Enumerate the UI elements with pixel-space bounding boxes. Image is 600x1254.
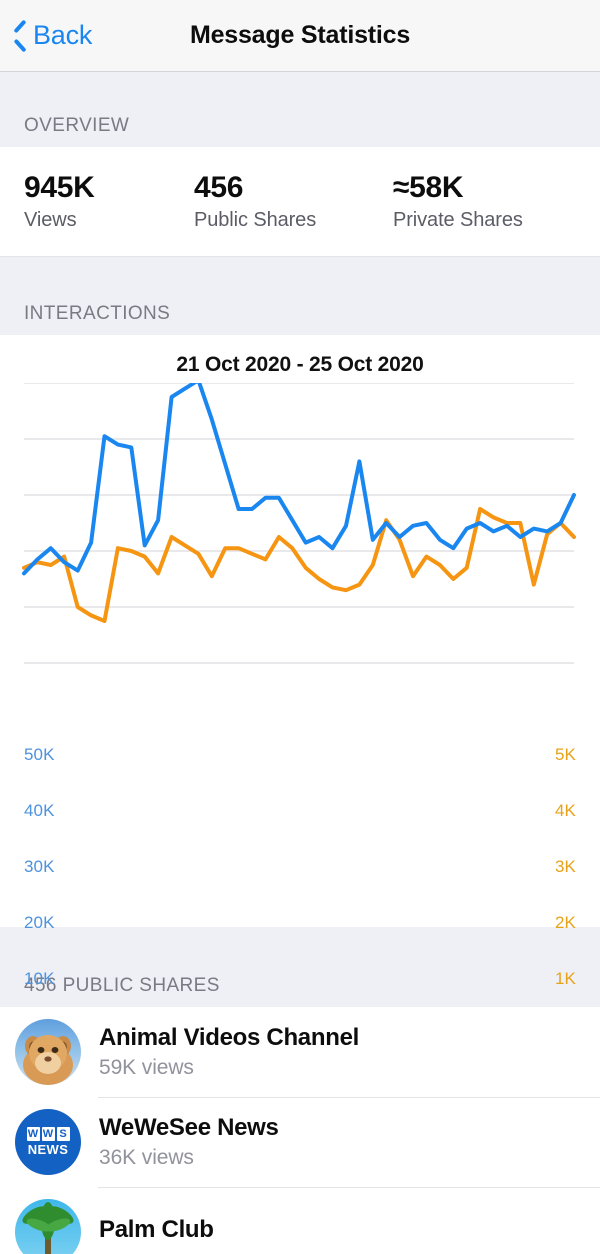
stat-views: 945K Views [24, 171, 194, 232]
chart-left-tick: 10K [24, 969, 55, 988]
back-button-label: Back [33, 20, 93, 50]
stat-private-shares: ≈58K Private Shares [393, 171, 593, 232]
stat-public-shares-value: 456 [194, 171, 244, 204]
list-item-views: 36K views [99, 1146, 194, 1169]
stat-public-shares-label: Public Shares [194, 209, 317, 231]
chart-svg [22, 383, 576, 664]
palm-avatar-art [22, 1202, 74, 1254]
chart-left-tick: 50K [24, 745, 55, 764]
list-item-text: Animal Videos Channel 59K views [99, 1024, 359, 1080]
lion-avatar-art [23, 1035, 73, 1085]
stat-views-label: Views [24, 209, 77, 231]
palm-tree-photo-avatar [15, 1199, 81, 1254]
chart-date-range-title: 21 Oct 2020 - 25 Oct 2020 [176, 353, 424, 376]
chevron-left-icon [12, 23, 27, 49]
interactions-section-header: INTERACTIONS [0, 257, 600, 335]
list-item-text: WeWeSee News 36K views [99, 1114, 279, 1170]
interactions-line-chart[interactable] [0, 383, 600, 713]
public-shares-section-header: 456 PUBLIC SHARES [0, 927, 600, 1007]
lion-photo-avatar [15, 1019, 81, 1085]
back-button[interactable]: Back [12, 20, 92, 51]
chart-right-tick: 4K [555, 801, 576, 820]
overview-section-header: OVERVIEW [0, 72, 600, 147]
overview-stats: 945K Views 456 Public Shares ≈58K Privat… [0, 147, 600, 257]
stat-private-shares-label: Private Shares [393, 209, 523, 231]
stat-private-shares-value: ≈58K [393, 171, 464, 204]
chart-left-tick: 30K [24, 857, 55, 876]
chart-right-tick: 2K [555, 913, 576, 932]
news-text: NEWS [27, 1142, 69, 1157]
interactions-chart-card: 21 Oct 2020 - 25 Oct 2020 010K20K30K40K5… [0, 335, 600, 1254]
stat-views-value: 945K [24, 171, 95, 204]
chart-right-tick: 1K [555, 969, 576, 988]
list-item-views: 59K views [99, 1056, 194, 1079]
list-item-name: WeWeSee News [99, 1114, 279, 1141]
list-item[interactable]: Palm Club [0, 1187, 600, 1254]
chart-left-tick: 40K [24, 801, 55, 820]
list-item[interactable]: Animal Videos Channel 59K views [0, 1007, 600, 1097]
chart-right-tick: 3K [555, 857, 576, 876]
stat-public-shares: 456 Public Shares [194, 171, 393, 232]
navigation-bar: Back Message Statistics [0, 0, 600, 72]
list-item-text: Palm Club [99, 1216, 214, 1248]
list-item-name: Animal Videos Channel [99, 1024, 359, 1051]
chart-left-tick: 20K [24, 913, 55, 932]
chart-right-tick: 5K [555, 745, 576, 764]
list-item-name: Palm Club [99, 1216, 214, 1243]
